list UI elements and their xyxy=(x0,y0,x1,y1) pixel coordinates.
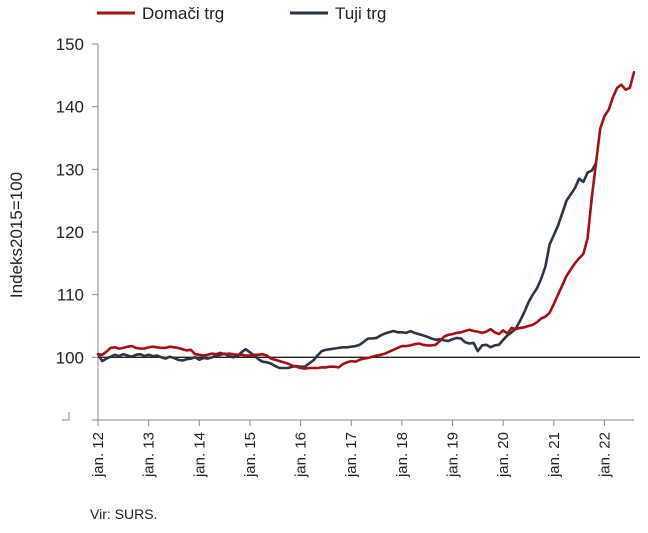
plot-area xyxy=(96,70,640,370)
x-tick-label: jan. 13 xyxy=(141,432,158,478)
x-tick-label: jan. 16 xyxy=(293,432,310,478)
x-tick-label: jan. 19 xyxy=(445,432,462,478)
y-tick-label: 120 xyxy=(56,223,84,242)
legend-label: Tuji trg xyxy=(335,4,386,23)
y-tick-label: 130 xyxy=(56,160,84,179)
x-tick-label: jan. 21 xyxy=(546,432,563,478)
y-axis: 100 110 120 130 140 150 xyxy=(56,35,99,421)
source-note: Vir: SURS. xyxy=(90,506,158,522)
series-line-domaci-trg xyxy=(96,70,636,370)
x-tick-label: jan. 20 xyxy=(495,432,512,478)
y-tick-label: 140 xyxy=(56,98,84,117)
x-tick-label: jan. 17 xyxy=(343,432,360,478)
y-axis-title: Indeks2015=100 xyxy=(7,172,26,298)
series-line-tuji-trg xyxy=(96,161,598,370)
y-tick-label: 100 xyxy=(56,348,84,367)
axis-break-marker xyxy=(62,412,70,421)
x-axis: jan. 12 jan. 13 jan. 14 jan. 15 jan. 16 jan. … xyxy=(90,419,648,478)
x-tick-label: jan. 14 xyxy=(191,432,208,478)
y-tick-label: 150 xyxy=(56,35,84,54)
legend-label: Domači trg xyxy=(142,4,224,23)
x-tick-label: jan. 22 xyxy=(596,432,613,478)
legend: Domači trg Tuji trg xyxy=(97,4,386,23)
x-tick-label: jan. 18 xyxy=(394,432,411,478)
x-tick-label: jan. 15 xyxy=(242,432,259,478)
x-tick-label: jan. 12 xyxy=(90,432,107,478)
y-tick-label: 110 xyxy=(57,286,84,305)
